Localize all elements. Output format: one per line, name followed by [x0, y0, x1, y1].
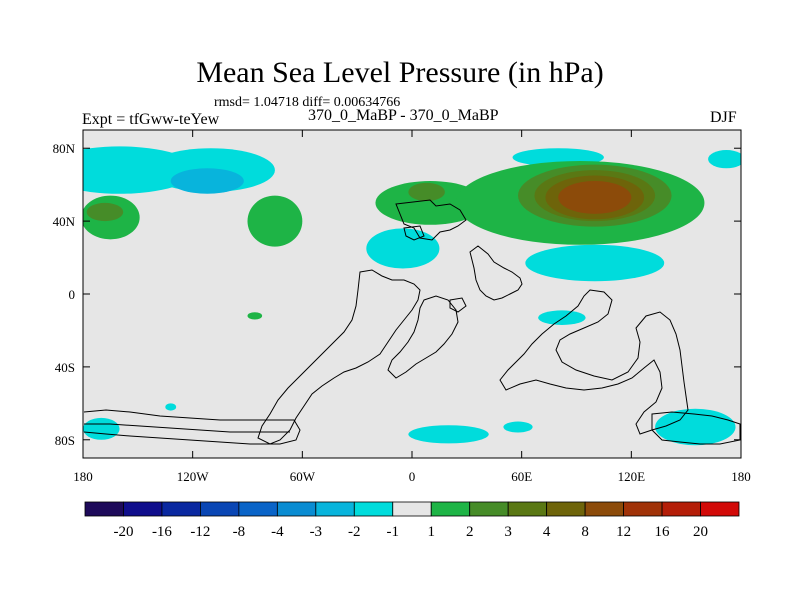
colorbar-label: 4	[543, 524, 551, 540]
coastline-south-strip	[84, 423, 290, 433]
colorbar-label: -20	[113, 524, 133, 540]
anomaly-cyan-asia-pacific	[525, 244, 665, 282]
colorbar-swatch	[315, 501, 355, 517]
colorbar-label: 20	[693, 524, 708, 540]
colorbar: -20 -16 -12 -8 -4 -3 -2 -1 1 2 3 4 8 12 16 20	[84, 501, 740, 540]
colorbar-label: 12	[616, 524, 631, 540]
colorbar-swatch	[507, 501, 548, 517]
lat-tick-label: 40N	[53, 214, 76, 229]
anomaly-green-south-spot	[247, 312, 263, 320]
colorbar-swatch	[276, 501, 317, 517]
coastline-south-west	[83, 409, 301, 445]
colorbar-swatch	[84, 501, 124, 517]
anomaly-blue-arctic-core	[170, 168, 244, 194]
colorbar-swatch	[546, 501, 586, 517]
colorbar-label: -3	[310, 524, 323, 540]
lat-tick-label: 0	[69, 287, 76, 302]
colorbar-swatch	[661, 501, 701, 517]
colorbar-swatch	[238, 501, 278, 517]
anomaly-cyan-greenland	[708, 150, 741, 169]
season-label: DJF	[710, 109, 737, 126]
colorbar-label: -8	[233, 524, 246, 540]
colorbar-label: -2	[348, 524, 361, 540]
colorbar-swatch	[161, 501, 201, 517]
colorbar-swatch	[623, 501, 663, 517]
colorbar-swatch	[584, 501, 624, 517]
coastline-central-block	[387, 295, 459, 379]
coastline-east-continent	[469, 245, 523, 301]
coastline-upper-inlet	[403, 225, 425, 241]
lon-tick-label: 180	[73, 469, 93, 484]
axis-ticks: 180 120W 60W 0 60E 120E 180 80N 40N 0 40S 80S	[53, 130, 751, 484]
anomaly-cyan-south-2	[408, 425, 489, 444]
rmsd-diff-label: rmsd= 1.04718 diff= 0.00634766	[214, 95, 401, 110]
lon-tick-label: 60E	[511, 469, 532, 484]
colorbar-swatch	[123, 501, 163, 517]
lon-tick-label: 0	[409, 469, 416, 484]
anomaly-cyan-south-small	[165, 403, 177, 411]
experiment-label: Expt = tfGww-teYew	[82, 111, 220, 128]
anomaly-cyan-atlantic	[366, 228, 440, 269]
anomaly-olive-europe	[408, 182, 445, 202]
lat-tick-label: 80N	[53, 141, 76, 156]
anomaly-cyan-indian	[538, 310, 586, 325]
run-comparison-label: 370_0_MaBP - 370_0_MaBP	[308, 107, 499, 124]
colorbar-swatch	[700, 501, 740, 517]
anomaly-cyan-south-4	[655, 408, 736, 446]
colorbar-label: -12	[190, 524, 210, 540]
lon-tick-label: 120E	[618, 469, 646, 484]
anomaly-brown-3	[558, 181, 632, 214]
colorbar-label: 2	[466, 524, 474, 540]
anomaly-green-europe	[375, 181, 486, 225]
colorbar-swatch	[430, 501, 471, 517]
lon-tick-label: 120W	[177, 469, 210, 484]
colorbar-swatch	[200, 501, 240, 517]
lon-tick-label: 180	[731, 469, 751, 484]
colorbar-label: 1	[427, 524, 435, 540]
colorbar-label: 16	[655, 524, 671, 540]
colorbar-label: -4	[271, 524, 284, 540]
lat-tick-label: 40S	[55, 360, 75, 375]
anomaly-cyan-south-1	[83, 417, 120, 440]
coastline-main-landmass	[257, 269, 421, 445]
colorbar-label: -1	[387, 524, 400, 540]
lat-tick-label: 80S	[55, 433, 75, 448]
lon-tick-label: 60W	[290, 469, 316, 484]
colorbar-swatch	[353, 501, 394, 517]
colorbar-swatch	[392, 501, 432, 517]
colorbar-swatch	[469, 501, 509, 517]
anomaly-green-pacific	[247, 195, 303, 247]
page-title: Mean Sea Level Pressure (in hPa)	[196, 56, 604, 89]
anomaly-contours	[83, 146, 741, 446]
colorbar-label: 8	[581, 524, 589, 540]
anomaly-olive-west	[86, 202, 124, 222]
coastline-north-continent	[395, 199, 467, 241]
colorbar-label: 3	[504, 524, 512, 540]
anomaly-cyan-south-3	[503, 421, 533, 433]
coastline-island	[449, 297, 467, 313]
colorbar-label: -16	[152, 524, 172, 540]
